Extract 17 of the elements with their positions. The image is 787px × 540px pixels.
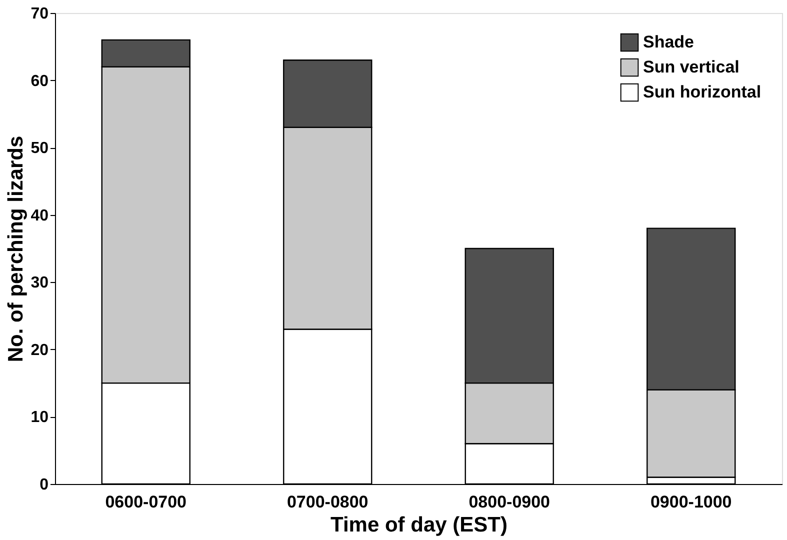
y-tick-label: 30 [30,274,49,292]
legend-label: Sun vertical [643,58,740,76]
y-tick-label: 20 [30,342,49,359]
legend-label: Sun horizontal [643,82,762,102]
legend-label: Shade [643,32,694,52]
y-tick-label: 10 [30,409,49,426]
x-tick-label: 0700-0800 [286,492,368,512]
y-axis-title: No. of perching lizards [4,136,28,362]
y-tick-label: 70 [30,6,49,22]
y-tick-label: 60 [30,72,49,90]
y-tick-label: 0 [40,476,49,494]
x-axis-title: Time of day (EST) [330,514,508,536]
y-tick-label: 40 [30,207,49,224]
y-tick-label: 50 [30,140,49,158]
x-tick-label: 0900-1000 [650,492,732,512]
x-tick-label: 0800-0900 [468,492,550,512]
x-tick-label: 0600-0700 [105,492,187,512]
